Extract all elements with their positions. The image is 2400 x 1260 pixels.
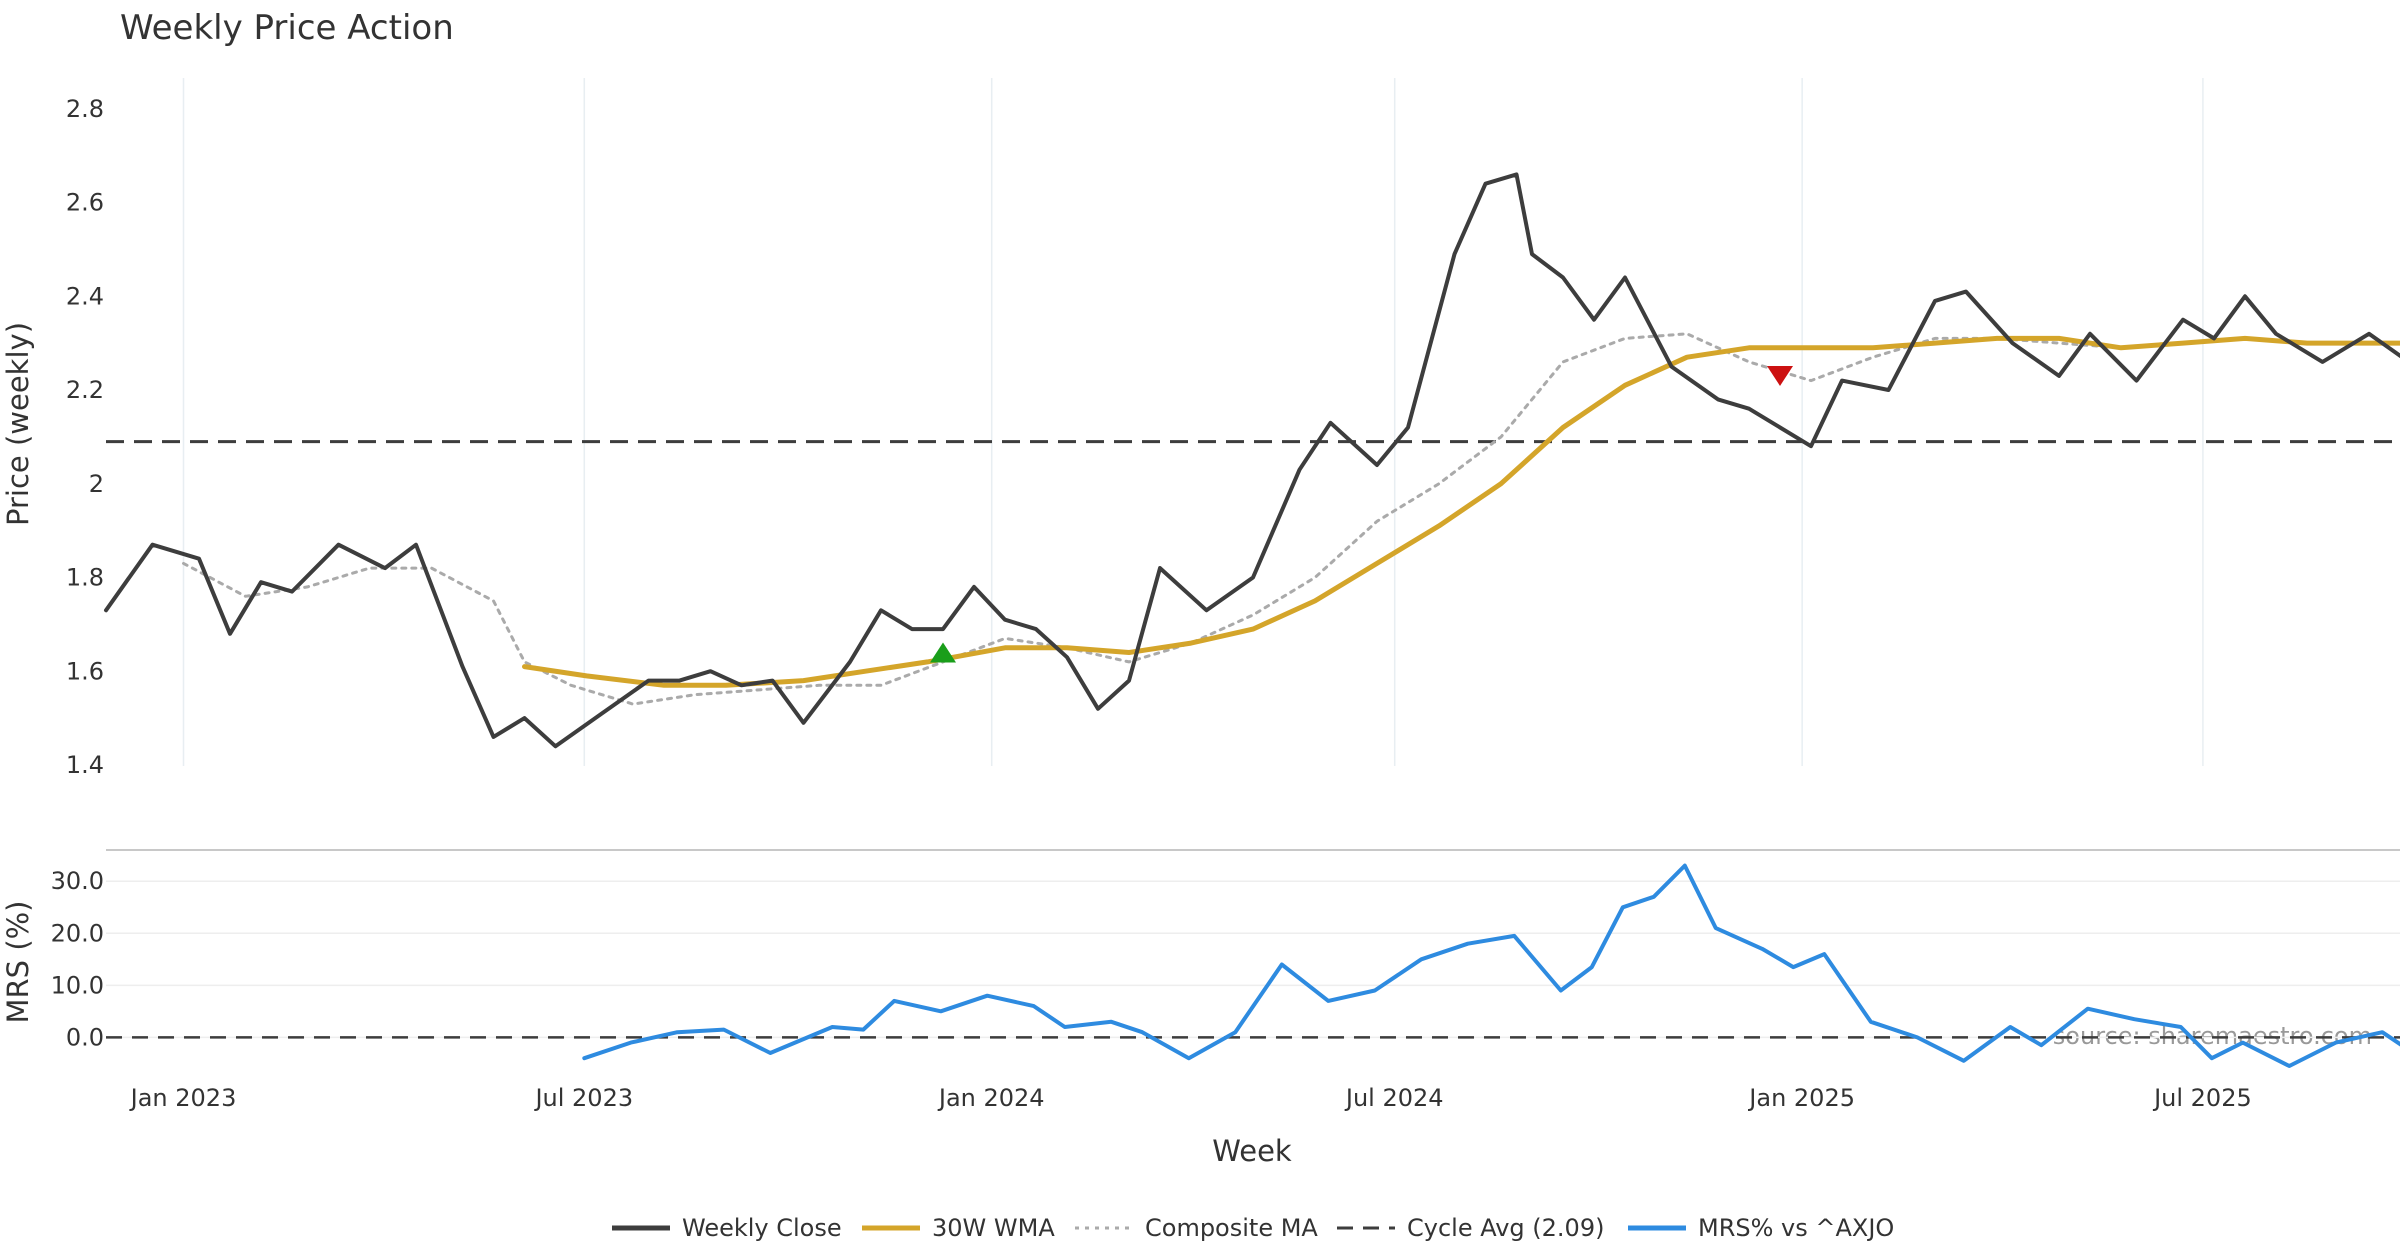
x-axis-title: Week	[1212, 1134, 1292, 1168]
legend-entry-cycle-avg-2-09: Cycle Avg (2.09)	[1337, 1214, 1604, 1242]
legend: Weekly Close 30W WMA Composite MA Cycle Avg…	[612, 1214, 1894, 1242]
source-label: source: sharemaestro.com	[2053, 1022, 2372, 1050]
buy-signal-marker-1	[930, 642, 956, 663]
price-series-group	[104, 172, 2400, 749]
price-y-tick-2-2: 2.2	[66, 376, 104, 404]
chart-title: Weekly Price Action	[120, 8, 454, 48]
legend-entry-weekly-close: Weekly Close	[612, 1214, 842, 1242]
x-tick-label-jul-2025: Jul 2025	[2152, 1084, 2252, 1112]
price-axis-title: Price (weekly)	[1, 322, 35, 526]
price-y-tick-1-4: 1.4	[66, 751, 104, 779]
price-grid	[182, 78, 2204, 766]
legend-label-30w-wma: 30W WMA	[932, 1214, 1055, 1242]
x-tick-label-jul-2023: Jul 2023	[533, 1084, 633, 1112]
sell-signal-marker-2	[1767, 365, 1793, 386]
mrs-y-tick-30-0: 30.0	[51, 867, 104, 895]
series-line-weekly-close	[104, 172, 2400, 749]
x-tick-label-jul-2024: Jul 2024	[1344, 1084, 1444, 1112]
price-y-tick-2: 2	[89, 470, 104, 498]
mrs-y-tick-20-0: 20.0	[51, 919, 104, 947]
legend-label-composite-ma: Composite MA	[1145, 1214, 1318, 1242]
price-y-tick-2-6: 2.6	[66, 189, 104, 217]
mrs-axis-title: MRS (%)	[1, 901, 35, 1024]
x-tick-label-jan-2025: Jan 2025	[1747, 1084, 1855, 1112]
series-line-30w-wma	[522, 335, 2400, 688]
mrs-y-tick-0-0: 0.0	[66, 1023, 104, 1051]
legend-label-cycle-avg-2-09: Cycle Avg (2.09)	[1407, 1214, 1604, 1242]
price-y-tick-1-8: 1.8	[66, 564, 104, 592]
series-line-mrs-vs-axjo	[582, 863, 2400, 1068]
mrs-series-group	[106, 863, 2400, 1068]
legend-entry-composite-ma: Composite MA	[1075, 1214, 1318, 1242]
y-tick-group: 1.4 1.6 1.8 2 2.2 2.4 2.6 2.8 0.0 10.0 20.0 30.0	[51, 95, 104, 1052]
price-y-tick-2-4: 2.4	[66, 282, 104, 310]
mrs-y-tick-10-0: 10.0	[51, 971, 104, 999]
price-y-tick-1-6: 1.6	[66, 657, 104, 685]
legend-entry-mrs-vs-axjo: MRS% vs ^AXJO	[1628, 1214, 1894, 1242]
series-line-composite-ma	[182, 332, 2400, 706]
x-tick-group: Jan 2023 Jul 2023 Jan 2024 Jul 2024 Jan 2025…	[129, 1084, 2252, 1112]
price-y-tick-2-8: 2.8	[66, 95, 104, 123]
legend-label-weekly-close: Weekly Close	[682, 1214, 842, 1242]
x-tick-label-jan-2024: Jan 2024	[937, 1084, 1045, 1112]
x-tick-label-jan-2023: Jan 2023	[129, 1084, 237, 1112]
legend-label-mrs-vs-axjo: MRS% vs ^AXJO	[1698, 1214, 1894, 1242]
legend-entry-30w-wma: 30W WMA	[862, 1214, 1055, 1242]
